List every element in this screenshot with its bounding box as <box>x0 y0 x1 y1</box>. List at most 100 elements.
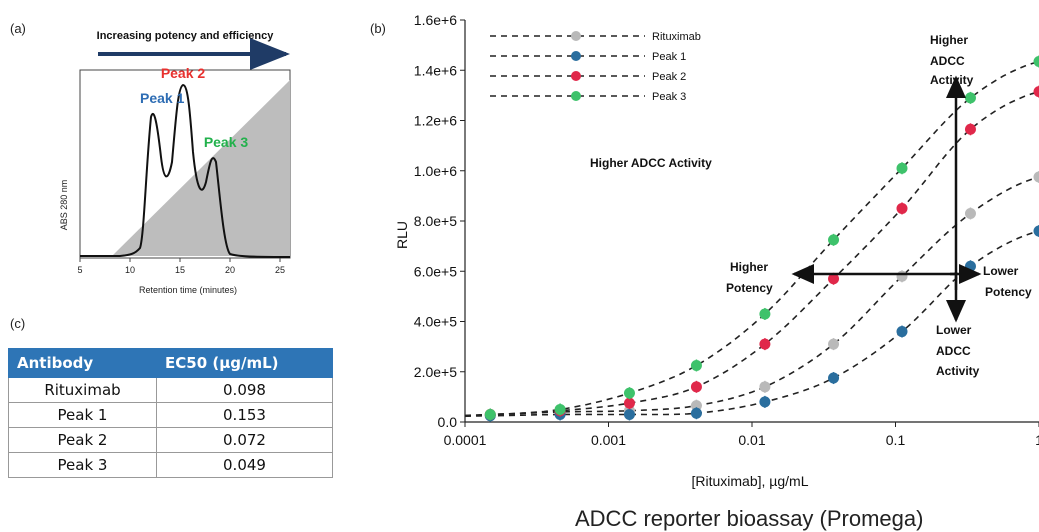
chromatogram-trace <box>80 83 291 258</box>
dr-xtick-label: 0.1 <box>886 432 906 448</box>
dr-point <box>759 308 771 320</box>
dose-response-chart: 0.0 2.0e+5 4.0e+5 6.0e+5 8.0e+5 1.0e+6 1.2e+6 1… <box>394 12 1039 489</box>
annot-bottom-3: Activity <box>936 364 980 378</box>
dr-xtick-label: 0.001 <box>591 432 626 448</box>
annot-right-2: Potency <box>985 285 1032 299</box>
dr-point <box>896 270 908 282</box>
dose-response-points <box>484 55 1039 422</box>
legend-marker <box>571 51 581 61</box>
annot-top-1: Higher <box>930 33 968 47</box>
annotations: Higher ADCC Activity Higher ADCC Activit… <box>590 33 1032 378</box>
dr-point <box>828 234 840 246</box>
table-header-antibody: Antibody <box>8 348 157 378</box>
dr-point <box>896 326 908 338</box>
dr-ytick-label: 0.0 <box>438 414 458 430</box>
dose-response-axes: 0.0 2.0e+5 4.0e+5 6.0e+5 8.0e+5 1.0e+6 1.2e+6 1… <box>414 12 1039 448</box>
table-cell: Peak 1 <box>8 402 157 428</box>
legend-label: Peak 3 <box>652 91 686 103</box>
dr-point <box>623 408 635 420</box>
table-cell: Peak 2 <box>8 427 157 453</box>
table-row: Peak 1 0.153 <box>8 402 333 428</box>
annot-bottom-1: Lower <box>936 323 972 337</box>
dose-response-curves <box>464 60 1039 418</box>
annot-left-1: Higher <box>730 260 768 274</box>
gradient-shade <box>112 80 290 256</box>
annot-top-3: Activity <box>930 73 974 87</box>
table-cell: 0.153 <box>156 402 333 428</box>
dr-curve-peak-1 <box>464 230 1039 417</box>
chromatogram-xticks: 5 10 15 20 25 <box>77 258 285 275</box>
annot-top-2: ADCC <box>930 54 965 68</box>
dr-point <box>690 400 702 412</box>
dr-curve-peak-3 <box>464 60 1039 418</box>
dr-point <box>1033 225 1039 237</box>
dr-point <box>964 123 976 135</box>
chromatogram-ylabel: ABS 280 nm <box>59 180 69 231</box>
dr-point <box>828 372 840 384</box>
ec50-table: Antibody EC50 (µg/mL) Rituximab 0.098 Pea… <box>8 348 333 478</box>
footer-title: ADCC reporter bioassay (Promega) <box>575 506 924 531</box>
dr-ytick-label: 1.6e+6 <box>414 12 457 28</box>
legend-marker <box>571 31 581 41</box>
peak-label-2: Peak 2 <box>161 65 206 81</box>
dr-point <box>828 338 840 350</box>
chromatogram-title: Increasing potency and efficiency <box>97 30 275 42</box>
table-header-row: Antibody EC50 (µg/mL) <box>8 348 333 378</box>
table-header-ec50: EC50 (µg/mL) <box>156 348 333 378</box>
chromatogram-xtick-label: 5 <box>77 265 82 275</box>
table-cell: Rituximab <box>8 377 157 403</box>
table-cell: 0.072 <box>156 427 333 453</box>
table-row: Peak 3 0.049 <box>8 452 333 478</box>
table-row: Rituximab 0.098 <box>8 377 333 403</box>
dr-ytick-label: 1.2e+6 <box>414 113 457 129</box>
dr-point <box>759 396 771 408</box>
table-cell: Peak 3 <box>8 452 157 478</box>
dr-curve-peak-2 <box>464 90 1039 417</box>
dr-xtick-label: 0.0001 <box>444 432 487 448</box>
annot-left-2: Potency <box>726 281 773 295</box>
legend-marker <box>571 91 581 101</box>
legend-label: Peak 2 <box>652 71 686 83</box>
table-cell: 0.049 <box>156 452 333 478</box>
chromatogram-xtick-label: 20 <box>225 265 235 275</box>
dr-point <box>759 381 771 393</box>
table-cell: 0.098 <box>156 377 333 403</box>
dr-point <box>759 338 771 350</box>
panel-label-b: (b) <box>370 21 386 36</box>
dr-point <box>1033 55 1039 67</box>
peak-label-1: Peak 1 <box>140 90 185 106</box>
dr-ytick-label: 4.0e+5 <box>414 314 457 330</box>
dr-point <box>828 273 840 285</box>
dr-point <box>690 359 702 371</box>
dr-point <box>964 92 976 104</box>
peak-label-3: Peak 3 <box>204 134 249 150</box>
legend-marker <box>571 71 581 81</box>
panel-label-c: (c) <box>10 316 26 331</box>
annot-right-1: Lower <box>983 264 1019 278</box>
dr-point <box>1033 171 1039 183</box>
panel-label-a: (a) <box>10 21 26 36</box>
dr-ytick-label: 2.0e+5 <box>414 364 457 380</box>
dr-point <box>1033 86 1039 98</box>
dr-ylabel: RLU <box>394 221 410 249</box>
dr-point <box>554 403 566 415</box>
dr-ytick-label: 6.0e+5 <box>414 263 457 279</box>
dr-point <box>484 408 496 420</box>
dr-ytick-label: 1.4e+6 <box>414 62 457 78</box>
dr-point <box>964 207 976 219</box>
dr-xlabel: [Rituximab], µg/mL <box>692 473 809 489</box>
dr-point <box>690 381 702 393</box>
dr-point <box>623 397 635 409</box>
annot-bottom-2: ADCC <box>936 344 971 358</box>
table-row: Peak 2 0.072 <box>8 427 333 453</box>
legend-label: Rituximab <box>652 31 701 43</box>
chromatogram-xlabel: Retention time (minutes) <box>139 285 237 295</box>
dr-curve-rituximab <box>464 176 1039 417</box>
dr-point <box>896 202 908 214</box>
annot-center: Higher ADCC Activity <box>590 156 712 170</box>
dr-point <box>964 260 976 272</box>
chromatogram-xtick-label: 10 <box>125 265 135 275</box>
chromatogram-xtick-label: 15 <box>175 265 185 275</box>
dr-point <box>690 407 702 419</box>
dr-ytick-label: 8.0e+5 <box>414 213 457 229</box>
